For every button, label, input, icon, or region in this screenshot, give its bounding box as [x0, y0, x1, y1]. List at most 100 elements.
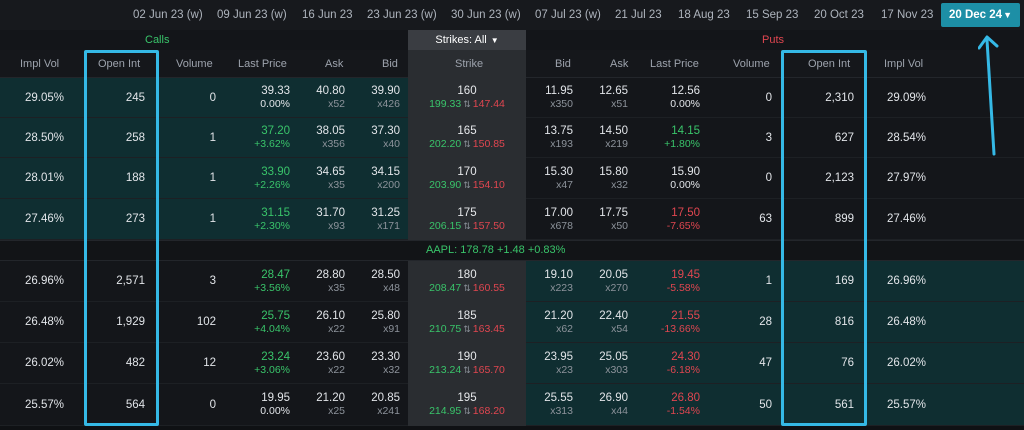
selected-expiry-dropdown[interactable]: 20 Dec 24 ▼ — [941, 3, 1020, 27]
col-header-call-last-price[interactable]: Last Price — [238, 58, 287, 70]
put-last-price[interactable]: 19.45 -5.58% — [640, 261, 700, 302]
breakeven-pair: 199.33 ⇅ 147.44 — [429, 98, 505, 111]
put-ask[interactable]: 15.80 x32 — [590, 158, 628, 199]
expiry-date-item[interactable]: 21 Jul 23 — [615, 9, 662, 21]
call-last-price[interactable]: 23.24 +3.06% — [240, 343, 290, 384]
call-last-price[interactable]: 25.75 +4.04% — [240, 302, 290, 343]
call-bid[interactable]: 31.25 x171 — [355, 199, 400, 240]
call-last-price[interactable]: 28.47 +3.56% — [240, 261, 290, 302]
option-chain-row[interactable]: 27.46% 273 1 31.15 +2.30% 31.70 x93 31.25 x171 17… — [0, 199, 1024, 240]
call-volume-value: 1 — [209, 172, 216, 184]
put-ask[interactable]: 14.50 x219 — [590, 118, 628, 158]
put-ask[interactable]: 17.75 x50 — [590, 199, 628, 240]
expiry-date-item[interactable]: 18 Aug 23 — [678, 9, 730, 21]
col-header-call-impl-vol[interactable]: Impl Vol — [20, 58, 60, 70]
put-bid[interactable]: 25.55 x313 — [535, 384, 573, 426]
put-ask[interactable]: 22.40 x54 — [590, 302, 628, 343]
call-volume: 0 — [160, 384, 216, 426]
put-last-price[interactable]: 24.30 -6.18% — [640, 343, 700, 384]
put-bid[interactable]: 11.95 x350 — [535, 78, 573, 118]
breakeven-pair: 210.75 ⇅ 163.45 — [429, 323, 505, 336]
put-ask[interactable]: 26.90 x44 — [590, 384, 628, 426]
put-last-price-value: 21.55 — [671, 309, 700, 322]
call-ask[interactable]: 40.80 x52 — [300, 78, 345, 118]
put-last-price[interactable]: 14.15 +1.80% — [640, 118, 700, 158]
strikes-filter-dropdown[interactable]: Strikes: All ▼ — [408, 30, 526, 50]
call-last-price[interactable]: 39.33 0.00% — [240, 78, 290, 118]
put-bid[interactable]: 17.00 x678 — [535, 199, 573, 240]
put-bid[interactable]: 21.20 x62 — [535, 302, 573, 343]
option-chain-row[interactable]: 28.01% 188 1 33.90 +2.26% 34.65 x35 34.15 x200 17… — [0, 158, 1024, 199]
call-ask[interactable]: 38.05 x356 — [300, 118, 345, 158]
call-last-price-sub: 0.00% — [260, 405, 290, 417]
call-bid-value: 20.85 — [371, 392, 400, 404]
put-last-price[interactable]: 26.80 -1.54% — [640, 384, 700, 426]
call-side-background — [0, 118, 408, 158]
expiry-date-item[interactable]: 02 Jun 23 (w) — [133, 9, 203, 21]
col-header-call-ask[interactable]: Ask — [325, 58, 344, 70]
option-chain-row[interactable]: 26.02% 482 12 23.24 +3.06% 23.60 x22 23.30 x32 19… — [0, 343, 1024, 384]
call-breakeven: 202.20 — [429, 138, 462, 150]
put-last-price-value: 12.56 — [671, 85, 700, 97]
expiry-date-item[interactable]: 16 Jun 23 — [302, 9, 353, 21]
call-ask[interactable]: 26.10 x22 — [300, 302, 345, 343]
call-last-price[interactable]: 19.95 0.00% — [240, 384, 290, 426]
col-header-call-volume[interactable]: Volume — [176, 58, 213, 70]
expiry-date-item[interactable]: 17 Nov 23 — [881, 9, 934, 21]
call-bid[interactable]: 39.90 x426 — [355, 78, 400, 118]
put-last-price-value: 26.80 — [671, 392, 700, 404]
call-ask[interactable]: 34.65 x35 — [300, 158, 345, 199]
put-open-int: 2,123 — [790, 158, 854, 199]
expiry-date-item[interactable]: 09 Jun 23 (w) — [217, 9, 287, 21]
col-header-put-bid[interactable]: Bid — [555, 58, 571, 70]
call-last-price[interactable]: 31.15 +2.30% — [240, 199, 290, 240]
strike-price: 165 — [457, 125, 477, 137]
col-header-put-impl-vol[interactable]: Impl Vol — [884, 58, 924, 70]
put-ask[interactable]: 20.05 x270 — [590, 261, 628, 302]
col-header-put-volume[interactable]: Volume — [733, 58, 770, 70]
col-header-put-ask[interactable]: Ask — [610, 58, 629, 70]
put-last-price[interactable]: 12.56 0.00% — [640, 78, 700, 118]
put-impl-vol: 25.57% — [887, 384, 947, 426]
option-chain-row[interactable]: 26.48% 1,929 102 25.75 +4.04% 26.10 x22 25.80 x9… — [0, 302, 1024, 343]
put-last-price[interactable]: 21.55 -13.66% — [640, 302, 700, 343]
call-ask[interactable]: 21.20 x25 — [300, 384, 345, 426]
call-bid[interactable]: 28.50 x48 — [355, 261, 400, 302]
put-bid[interactable]: 15.30 x47 — [535, 158, 573, 199]
col-header-put-open-int[interactable]: Open Int — [808, 58, 851, 70]
expiry-date-item[interactable]: 20 Oct 23 — [814, 9, 864, 21]
strike-header-cell: Strike — [408, 50, 526, 78]
call-bid[interactable]: 25.80 x91 — [355, 302, 400, 343]
col-header-strike[interactable]: Strike — [455, 58, 484, 70]
call-bid[interactable]: 23.30 x32 — [355, 343, 400, 384]
call-last-price[interactable]: 33.90 +2.26% — [240, 158, 290, 199]
call-ask[interactable]: 23.60 x22 — [300, 343, 345, 384]
put-bid[interactable]: 23.95 x23 — [535, 343, 573, 384]
call-impl-vol: 29.05% — [0, 78, 64, 118]
col-header-put-last-price[interactable]: Last Price — [650, 58, 699, 70]
option-chain-row[interactable]: 26.96% 2,571 3 28.47 +3.56% 28.80 x35 28.50 x48 1… — [0, 261, 1024, 302]
put-last-price[interactable]: 15.90 0.00% — [640, 158, 700, 199]
option-chain-row[interactable]: 25.57% 564 0 19.95 0.00% 21.20 x25 20.85 x241 195… — [0, 384, 1024, 426]
call-bid[interactable]: 37.30 x40 — [355, 118, 400, 158]
option-chain-row[interactable]: 28.50% 258 1 37.20 +3.62% 38.05 x356 37.30 x40 16… — [0, 118, 1024, 158]
expiry-date-item[interactable]: 15 Sep 23 — [746, 9, 799, 21]
expiry-date-item[interactable]: 30 Jun 23 (w) — [451, 9, 521, 21]
put-ask[interactable]: 25.05 x303 — [590, 343, 628, 384]
col-header-call-bid[interactable]: Bid — [382, 58, 398, 70]
call-bid[interactable]: 34.15 x200 — [355, 158, 400, 199]
call-open-int-value: 482 — [125, 357, 145, 369]
call-last-price[interactable]: 37.20 +3.62% — [240, 118, 290, 158]
put-bid[interactable]: 13.75 x193 — [535, 118, 573, 158]
call-ask[interactable]: 31.70 x93 — [300, 199, 345, 240]
call-bid[interactable]: 20.85 x241 — [355, 384, 400, 426]
put-ask[interactable]: 12.65 x51 — [590, 78, 628, 118]
call-ask[interactable]: 28.80 x35 — [300, 261, 345, 302]
put-bid[interactable]: 19.10 x223 — [535, 261, 573, 302]
option-chain-row[interactable]: 29.05% 245 0 39.33 0.00% 40.80 x52 39.90 x426 160… — [0, 78, 1024, 118]
expiry-date-item[interactable]: 23 Jun 23 (w) — [367, 9, 437, 21]
expiry-date-item[interactable]: 07 Jul 23 (w) — [535, 9, 601, 21]
underlying-price-bar: AAPL: 178.78 +1.48 +0.83% — [0, 240, 1024, 261]
col-header-call-open-int[interactable]: Open Int — [98, 58, 141, 70]
put-last-price[interactable]: 17.50 -7.65% — [640, 199, 700, 240]
